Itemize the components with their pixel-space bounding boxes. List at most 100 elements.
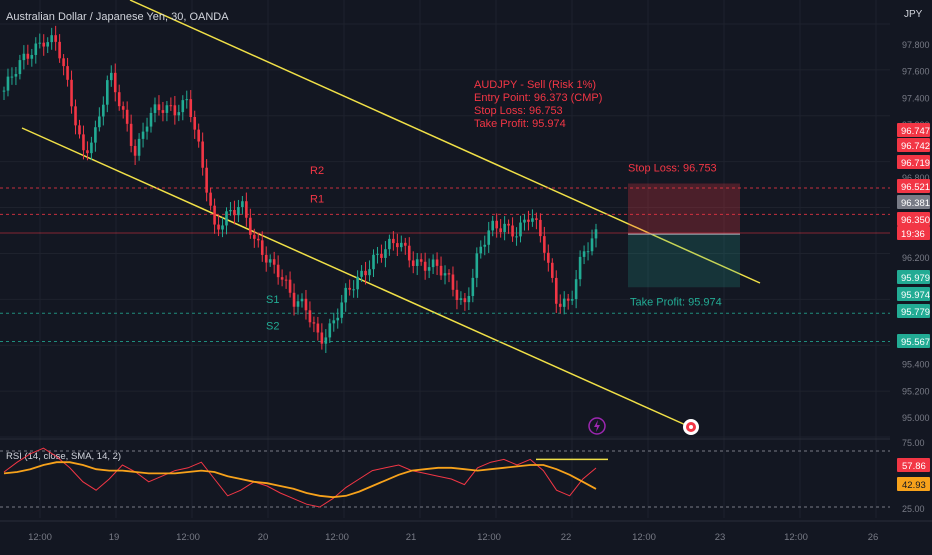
candle-body <box>209 192 212 206</box>
price-tick-label: 96.200 <box>902 253 930 263</box>
candle-body <box>535 218 538 220</box>
candle-body <box>70 79 73 107</box>
candle-body <box>268 259 272 263</box>
short-position-tool[interactable]: Stop Loss: 96.753 Take Profit: 95.974 <box>628 162 740 308</box>
candle-body <box>531 218 534 222</box>
candle-body <box>332 320 336 324</box>
time-tick-label: 20 <box>258 532 269 543</box>
price-tick-label: 95.000 <box>902 413 930 423</box>
price-badge-label: 96.521 <box>901 182 930 193</box>
time-tick-label: 22 <box>561 532 572 543</box>
candle-body <box>288 279 292 293</box>
price-badge-label: 95.567 <box>901 337 930 348</box>
candle-body <box>447 273 451 275</box>
candle-body <box>94 127 97 143</box>
candle-body <box>14 74 18 77</box>
candle-body <box>320 332 324 344</box>
candle-body <box>66 66 69 80</box>
candle-body <box>229 210 232 212</box>
rsi-value-label: 57.86 <box>902 461 926 472</box>
candle-body <box>348 287 351 290</box>
candle-body <box>586 251 590 253</box>
price-tick-label: 96.800 <box>902 173 930 183</box>
lightning-icon[interactable] <box>588 417 606 435</box>
candle-body <box>376 253 379 255</box>
candle-body <box>515 236 518 238</box>
candle-body <box>423 261 427 271</box>
candle-body <box>253 234 256 239</box>
price-badge-label: 95.974 <box>901 290 930 301</box>
candle-body <box>197 129 200 142</box>
candle-body <box>304 298 308 311</box>
candle-body <box>558 303 562 307</box>
candle-body <box>543 236 546 253</box>
candle-body <box>249 217 252 235</box>
candle-body <box>129 123 133 146</box>
candle-body <box>360 270 363 277</box>
candle-body <box>435 259 439 266</box>
take-profit-label: Take Profit: 95.974 <box>630 296 722 308</box>
candle-body <box>392 238 395 244</box>
candle-body <box>427 267 431 271</box>
price-badge <box>897 287 930 301</box>
time-tick-label: 23 <box>715 532 726 543</box>
stop-loss-label: Stop Loss: 96.753 <box>628 162 717 174</box>
candle-body <box>451 274 455 290</box>
candle-body <box>22 53 26 61</box>
candle-body <box>419 259 423 262</box>
candle-body <box>121 106 125 110</box>
channel-upper-line <box>129 0 761 284</box>
price-tick-label: 95.200 <box>902 386 930 396</box>
candle-body <box>98 116 101 128</box>
chart-title: Australian Dollar / Japanese Yen, 30, OA… <box>6 11 229 23</box>
level-label-s2: S2 <box>266 320 279 332</box>
trade-note-line: Stop Loss: 96.753 <box>474 105 563 117</box>
candle-body <box>193 116 197 130</box>
candle-body <box>443 273 447 276</box>
candle-body <box>181 100 185 113</box>
candle-body <box>109 72 113 81</box>
rsi-pane[interactable]: RSI (14, close, SMA, 14, 2) 75.00 25.00 57.… <box>0 438 930 514</box>
trade-note: AUDJPY - Sell (Risk 1%)Entry Point: 96.3… <box>474 79 602 130</box>
price-tick-label: 95.400 <box>902 360 930 370</box>
candle-body <box>157 104 161 111</box>
candle-body <box>38 42 42 44</box>
candle-body <box>590 238 594 252</box>
candle-body <box>284 279 288 281</box>
time-tick-label: 12:00 <box>325 532 349 543</box>
candle-body <box>308 310 312 323</box>
time-axis[interactable]: 12:00 19 12:00 20 12:00 21 12:00 22 12:00 23 12:00… <box>0 520 932 550</box>
candle-body <box>368 269 371 276</box>
candle-body <box>550 262 554 278</box>
price-badge-label: 96.350 <box>901 215 930 226</box>
price-tick-label: 97.800 <box>902 40 930 50</box>
rsi-label: RSI (14, close, SMA, 14, 2) <box>6 451 121 462</box>
price-badge <box>897 195 930 209</box>
candle-body <box>479 246 483 254</box>
candle-body <box>380 253 383 258</box>
candle-body <box>292 292 296 307</box>
candle-body <box>507 223 510 226</box>
candle-body <box>483 244 487 247</box>
candle-body <box>336 317 340 321</box>
candle-body <box>46 42 50 47</box>
candle-body <box>400 242 403 248</box>
candle-body <box>90 142 93 154</box>
candle-body <box>487 230 491 245</box>
candle-body <box>547 252 550 263</box>
trade-note-line: Entry Point: 96.373 (CMP) <box>474 92 602 104</box>
level-label-s1: S1 <box>266 294 279 306</box>
time-axis-background <box>0 521 932 550</box>
time-tick-label: 12:00 <box>632 532 656 543</box>
candle-body <box>340 302 344 318</box>
candle-body <box>173 105 177 116</box>
target-icon[interactable] <box>683 419 699 435</box>
candle-body <box>264 254 268 263</box>
candle-body <box>352 289 355 291</box>
price-badge <box>897 226 930 240</box>
candle-body <box>570 299 574 301</box>
candle-body <box>459 298 463 301</box>
candle-body <box>276 264 280 278</box>
